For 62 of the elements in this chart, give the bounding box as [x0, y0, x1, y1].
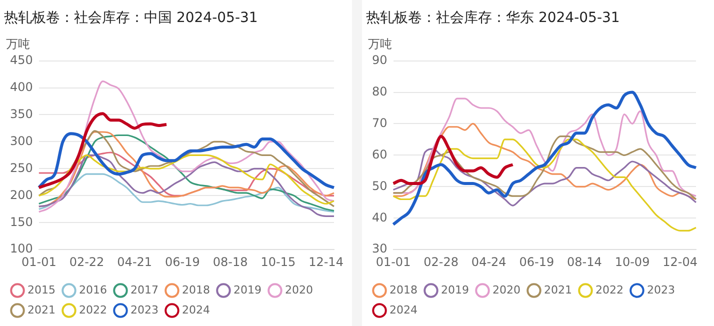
line-series [38, 154, 335, 205]
y-tick-label: 100 [10, 242, 33, 256]
y-tick-label: 150 [10, 214, 33, 229]
legend-label: 2024 [182, 303, 210, 316]
line-series [392, 138, 697, 232]
legend-label: 2021 [544, 283, 572, 296]
x-tick-label: 02-28 [424, 254, 459, 269]
x-tick-label: 06-19 [165, 254, 200, 269]
y-tick-label: 200 [10, 188, 33, 202]
legend-label: 2021 [28, 303, 56, 316]
y-tick-label: 90 [372, 52, 388, 67]
legend-label: 2020 [284, 283, 313, 296]
line-series [392, 134, 514, 186]
line-series [38, 173, 335, 213]
x-tick-label: 10-09 [614, 254, 650, 269]
legend-label: 2023 [646, 283, 675, 296]
legend-label: 2023 [130, 303, 158, 316]
x-tick-label: 06-19 [519, 254, 554, 269]
x-tick-label: 10-15 [260, 254, 296, 269]
x-tick-label: 02-22 [69, 254, 104, 269]
y-tick-label: 300 [10, 134, 33, 148]
legend-label: 2024 [390, 303, 418, 316]
line-series [392, 90, 698, 226]
line-series [37, 132, 336, 190]
y-axis-title: 万吨 [6, 36, 30, 51]
legend-label: 2022 [78, 303, 107, 316]
y-tick-label: 30 [372, 242, 388, 256]
chart-title: 热轧板卷：社会库存：华东 2024-05-31 [366, 10, 620, 26]
line-series [37, 112, 168, 190]
y-tick-label: 50 [372, 178, 388, 193]
legend-label: 2019 [233, 283, 262, 296]
legend-label: 2019 [440, 283, 469, 296]
legend-label: 2018 [390, 283, 418, 296]
y-tick-label: 80 [372, 84, 388, 98]
legend-label: 2020 [492, 283, 520, 296]
line-series [38, 80, 335, 213]
y-tick-label: 350 [10, 106, 33, 121]
legend-label: 2018 [182, 283, 210, 296]
x-tick-label: 04-24 [471, 254, 506, 269]
line-series [392, 122, 697, 200]
y-tick-label: 400 [10, 80, 33, 94]
x-tick-label: 08-18 [212, 254, 248, 269]
y-tick-label: 40 [372, 210, 388, 224]
y-tick-label: 450 [10, 52, 33, 67]
x-tick-label: 12-04 [662, 254, 698, 269]
x-tick-label: 08-14 [567, 254, 602, 269]
legend-label: 2016 [78, 283, 107, 296]
x-tick-label: 01-01 [376, 254, 411, 269]
y-tick-label: 250 [10, 160, 33, 175]
legend-label: 2017 [130, 283, 158, 296]
x-tick-label: 12-14 [308, 254, 344, 269]
y-tick-label: 60 [372, 147, 388, 162]
line-series [392, 136, 697, 200]
x-tick-label: 01-01 [21, 254, 56, 269]
legend-label: 2015 [28, 283, 56, 296]
line-series [392, 148, 697, 206]
line-series [38, 154, 335, 217]
chart-title: 热轧板卷：社会库存：中国 2024-05-31 [4, 10, 258, 26]
legend-label: 2022 [595, 283, 624, 296]
x-tick-label: 04-21 [117, 254, 152, 269]
y-axis-title: 万吨 [368, 36, 392, 51]
y-tick-label: 70 [372, 116, 388, 130]
